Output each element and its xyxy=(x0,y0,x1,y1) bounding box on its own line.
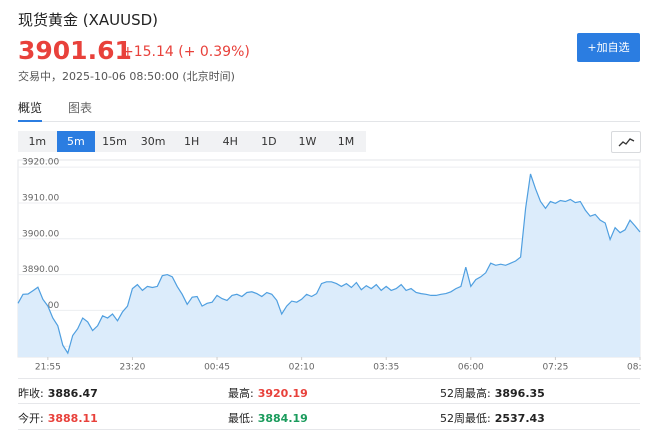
stat-label: 52周最高: xyxy=(440,387,491,400)
interval-button[interactable]: 1H xyxy=(184,135,200,148)
price: 3901.61 xyxy=(18,36,132,65)
title: 现货黄金 (XAUUSD) xyxy=(18,11,159,29)
stat-label: 最高: xyxy=(228,387,254,400)
chart-type-button[interactable] xyxy=(611,131,641,153)
x-tick-label: 06:00 xyxy=(458,363,484,371)
stat: 昨收: 3886.47 xyxy=(18,385,98,401)
stat-value: 3888.11 xyxy=(47,412,98,425)
stat: 最高: 3920.19 xyxy=(228,385,308,401)
stat-label: 52周最低: xyxy=(440,412,491,425)
y-tick-label: 3920.00 xyxy=(22,158,59,168)
x-tick-label: 08:50 xyxy=(627,363,653,371)
stat-value: 3886.47 xyxy=(47,387,98,400)
stat: 52周最低: 2537.43 xyxy=(440,410,545,426)
stat-value: 3920.19 xyxy=(257,387,308,400)
area xyxy=(18,174,640,357)
stat-value: 3896.35 xyxy=(494,387,545,400)
tab[interactable]: 图表 xyxy=(68,101,93,115)
chart-type-icon xyxy=(618,138,635,147)
line xyxy=(17,173,641,355)
y-tick-label: 3890.00 xyxy=(22,265,59,275)
stat: 最低: 3884.19 xyxy=(228,410,308,426)
x-tick-label: 03:35 xyxy=(373,363,399,371)
y-tick-label: 3900.00 xyxy=(22,229,59,239)
y-tick-label: 3910.00 xyxy=(22,193,59,203)
trade-status: 交易中，2025-10-06 08:50:00 (北京时间) xyxy=(18,70,235,83)
stats-row: 昨收: 3886.47 最高: 3920.19 52周最高: 3896.35 xyxy=(18,378,640,404)
stat-value: 3884.19 xyxy=(257,412,308,425)
x-tick-label: 02:10 xyxy=(289,363,315,371)
chart: 3870.003880.003890.003900.003910.003920.… xyxy=(17,158,653,371)
price-change: +15.14 (+ 0.39%) xyxy=(122,44,250,60)
stat-label: 昨收: xyxy=(18,387,44,400)
stat: 今开: 3888.11 xyxy=(18,410,98,426)
tab[interactable]: 概览 xyxy=(18,99,43,122)
stat-value: 2537.43 xyxy=(494,412,545,425)
tab-divider xyxy=(18,121,640,122)
x-tick-label: 23:20 xyxy=(119,363,145,371)
interval-button[interactable]: 5m xyxy=(56,131,96,152)
add-watchlist-button[interactable]: +加自选 xyxy=(577,33,640,62)
interval-bar: 1m 5m 15m 30m 1H 4H 1D 1W 1M xyxy=(18,131,366,152)
stat-label: 最低: xyxy=(228,412,254,425)
stat-label: 今开: xyxy=(18,412,44,425)
interval-button[interactable]: 15m xyxy=(102,135,127,148)
plot: 3870.003880.003890.003900.003910.003920.… xyxy=(17,158,653,371)
stats-row: 今开: 3888.11 最低: 3884.19 52周最低: 2537.43 xyxy=(18,403,640,430)
interval-button[interactable]: 1M xyxy=(337,135,355,148)
interval-button[interactable]: 1m xyxy=(28,135,47,148)
interval-button[interactable]: 1W xyxy=(298,135,317,148)
interval-button[interactable]: 30m xyxy=(140,135,166,148)
stat: 52周最高: 3896.35 xyxy=(440,385,545,401)
x-tick-label: 07:25 xyxy=(542,363,568,371)
x-tick-label: 21:55 xyxy=(35,363,61,371)
x-tick-label: 00:45 xyxy=(204,363,230,371)
interval-button[interactable]: 1D xyxy=(261,135,277,148)
interval-button[interactable]: 4H xyxy=(222,135,238,148)
